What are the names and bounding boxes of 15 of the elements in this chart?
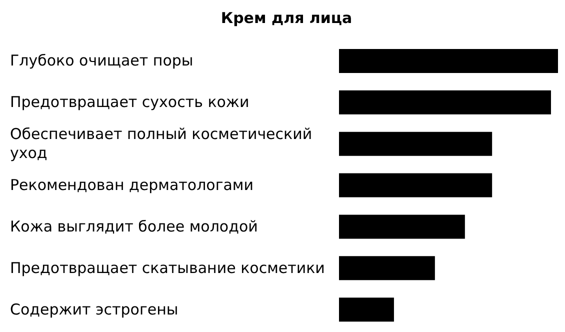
y-tick-label: Глубоко очищает поры <box>10 52 194 70</box>
bar <box>339 49 558 73</box>
y-tick-label: Содержит эстрогены <box>10 300 178 318</box>
y-tick-label: Кожа выглядит более молодой <box>10 217 258 236</box>
chart-title: Крем для лица <box>220 8 354 29</box>
bar <box>339 214 465 239</box>
bar <box>339 256 435 280</box>
y-tick-label: Предотвращает скатывание косметики <box>10 258 325 277</box>
bar <box>339 173 492 198</box>
y-tick-label: Предотвращает сухость кожи <box>10 93 250 112</box>
bar <box>339 132 492 156</box>
bar <box>339 298 394 322</box>
y-tick-label: Обеспечивает полный косметический уход <box>10 125 312 162</box>
bar <box>339 90 551 114</box>
y-tick-label: Рекомендован дерматологами <box>10 176 254 194</box>
